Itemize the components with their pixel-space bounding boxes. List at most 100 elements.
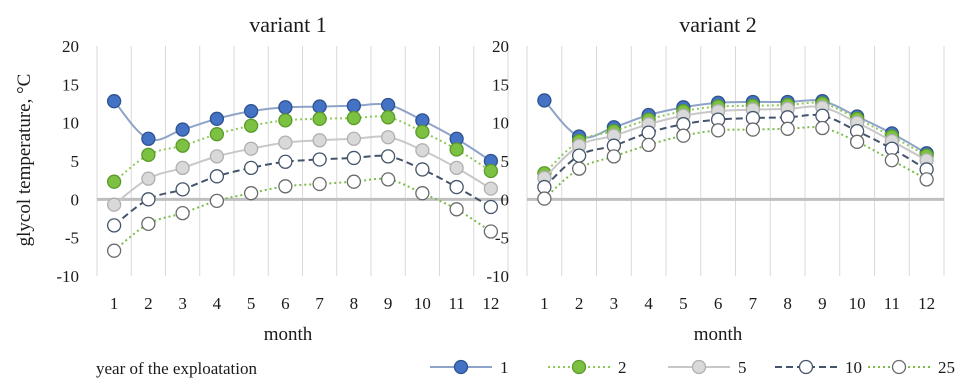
data-point — [175, 122, 190, 137]
data-point — [209, 169, 225, 184]
data-point — [415, 186, 430, 201]
data-point — [106, 174, 122, 189]
data-point — [106, 197, 122, 212]
data-point — [106, 218, 122, 233]
x-tick-label: 12 — [918, 294, 935, 313]
data-point — [815, 108, 830, 123]
x-tick-label: 5 — [247, 294, 256, 313]
x-tick-label: 2 — [575, 294, 584, 313]
data-point — [849, 134, 865, 149]
legend-label: 5 — [738, 358, 747, 377]
y-tick-label: 0 — [71, 190, 80, 209]
legend-marker — [891, 359, 907, 375]
data-point — [919, 172, 934, 187]
x-tick-label: 7 — [315, 294, 324, 313]
y-tick-label: 0 — [501, 190, 510, 209]
y-tick-labels-variant-2: -10 -5 0 5 10 15 20 — [486, 37, 509, 286]
x-tick-label: 3 — [178, 294, 187, 313]
legend-item-2: 2 — [548, 358, 627, 377]
series-10 — [537, 108, 934, 195]
data-point — [346, 131, 362, 146]
legend-item-5: 5 — [668, 358, 747, 377]
series-lines-variant-2 — [537, 93, 934, 206]
data-point — [243, 160, 259, 176]
data-point — [641, 137, 656, 153]
data-point — [175, 160, 190, 176]
data-point — [483, 224, 499, 239]
data-point — [380, 172, 396, 187]
y-tick-label: 15 — [492, 75, 509, 94]
data-point — [346, 174, 362, 189]
series-10 — [106, 149, 499, 233]
series-line — [113, 154, 492, 227]
legend-item-10: 10 — [775, 358, 862, 377]
y-tick-label: 5 — [501, 152, 510, 171]
x-tick-label: 8 — [350, 294, 359, 313]
data-point — [449, 160, 464, 176]
legend-item-25: 25 — [868, 358, 955, 377]
legend-label: 25 — [938, 358, 955, 377]
data-point — [175, 182, 190, 197]
data-point — [209, 149, 225, 164]
data-point — [571, 161, 587, 176]
x-tick-labels-variant-1: 1 2 3 4 5 6 7 8 9 10 11 12 — [110, 294, 500, 313]
data-point — [312, 99, 327, 114]
data-point — [141, 171, 156, 186]
x-tick-label: 11 — [448, 294, 464, 313]
y-tick-label: 15 — [62, 75, 79, 94]
data-point — [209, 127, 225, 142]
data-point — [745, 122, 761, 137]
x-tick-labels-variant-2: 1 2 3 4 5 6 7 8 9 10 11 12 — [540, 294, 935, 313]
y-tick-label: 10 — [62, 114, 79, 133]
legend-label: 10 — [845, 358, 862, 377]
x-axis-label-variant-2: month — [694, 324, 743, 345]
data-point — [312, 133, 327, 148]
data-point — [380, 149, 396, 164]
series-2 — [106, 110, 499, 189]
x-tick-label: 9 — [818, 294, 827, 313]
data-point — [710, 123, 726, 138]
data-point — [278, 179, 293, 194]
data-point — [641, 125, 656, 140]
data-point — [676, 128, 691, 143]
data-point — [209, 111, 225, 126]
series-5 — [106, 130, 499, 212]
x-tick-label: 10 — [849, 294, 866, 313]
legend: year of the exploatation 1 2 5 10 25 — [96, 358, 955, 378]
y-tick-label: -10 — [486, 267, 509, 286]
data-point — [175, 205, 190, 221]
data-point — [243, 118, 259, 133]
data-point — [346, 98, 362, 113]
data-point — [141, 192, 156, 207]
y-tick-label: 20 — [492, 37, 509, 56]
y-tick-label: 20 — [62, 37, 79, 56]
y-tick-labels-variant-1: -10 -5 0 5 10 15 20 — [56, 37, 79, 286]
data-point — [815, 120, 830, 136]
legend-label: 1 — [500, 358, 509, 377]
data-point — [141, 216, 156, 232]
x-tick-label: 10 — [414, 294, 431, 313]
data-point — [415, 124, 430, 140]
data-point — [243, 186, 259, 201]
data-point — [415, 162, 430, 177]
data-point — [312, 152, 327, 167]
x-axis-label-variant-1: month — [264, 324, 313, 345]
x-tick-label: 3 — [610, 294, 619, 313]
x-tick-label: 7 — [749, 294, 758, 313]
legend-marker — [798, 359, 814, 375]
data-point — [884, 153, 900, 168]
data-point — [571, 148, 587, 163]
x-tick-label: 1 — [110, 294, 119, 313]
data-point — [312, 176, 327, 192]
chart-title-variant-1: variant 1 — [249, 12, 327, 37]
x-tick-label: 6 — [714, 294, 723, 313]
gridlines-variant-2 — [526, 46, 945, 276]
data-point — [312, 111, 327, 126]
data-point — [243, 104, 259, 119]
data-point — [141, 131, 156, 146]
legend-item-1: 1 — [430, 358, 509, 377]
data-point — [243, 141, 259, 156]
data-point — [449, 179, 464, 195]
data-point — [141, 147, 156, 163]
